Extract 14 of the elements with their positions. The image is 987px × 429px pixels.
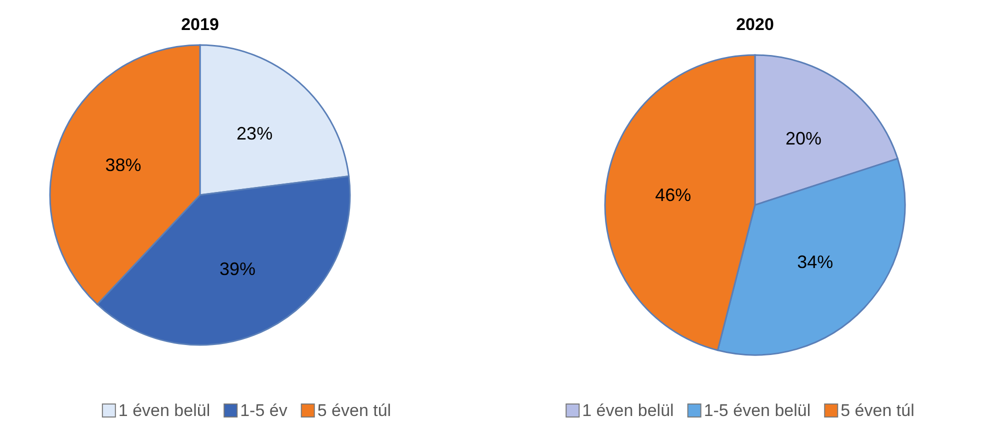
chart-title: 2019 [181, 15, 219, 34]
legend-label: 1 éven belül [582, 401, 674, 420]
legend-label: 1-5 éven belül [704, 401, 811, 420]
legend-label: 1 éven belül [118, 401, 210, 420]
data-label: 39% [219, 258, 256, 279]
legend-label: 1-5 év [240, 401, 288, 420]
data-label: 38% [105, 154, 142, 175]
chart-title: 2020 [736, 15, 774, 34]
legend-label: 5 éven túl [317, 401, 392, 420]
data-label: 20% [785, 128, 822, 149]
data-label: 23% [236, 123, 273, 144]
legend-label: 5 éven túl [840, 401, 914, 420]
data-label: 46% [655, 184, 692, 205]
data-label: 34% [797, 252, 834, 272]
